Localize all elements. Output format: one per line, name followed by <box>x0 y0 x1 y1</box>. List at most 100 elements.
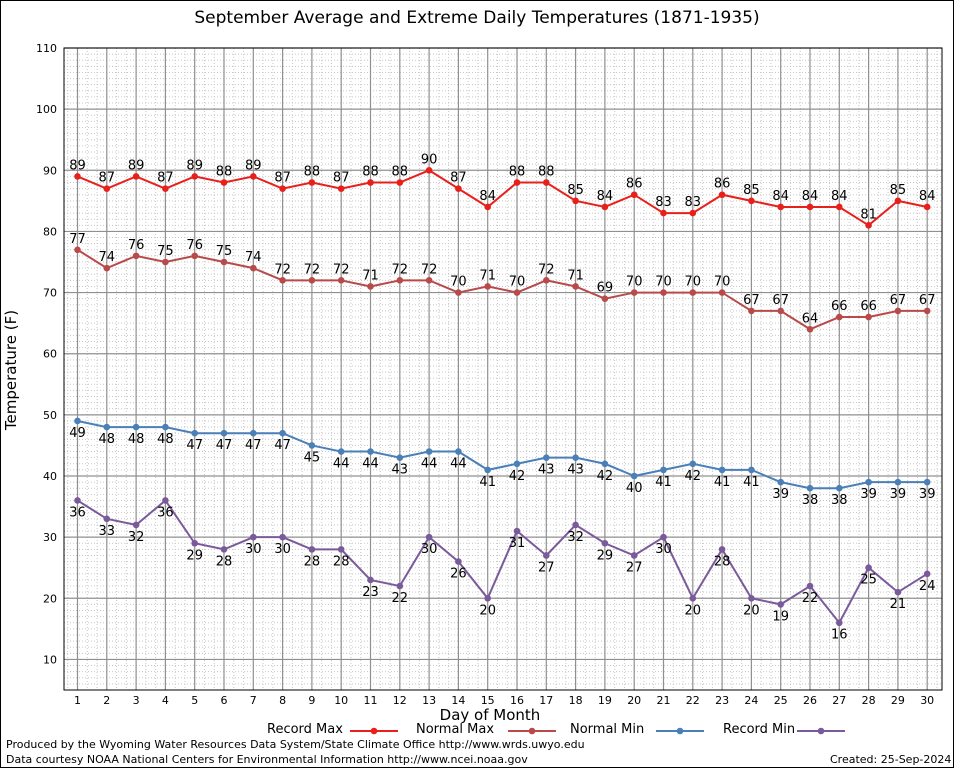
data-point <box>748 594 755 602</box>
data-point <box>777 601 784 608</box>
chart-title: September Average and Extreme Daily Temp… <box>194 8 760 28</box>
footer-data-courtesy: Data courtesy NOAA National Centers for … <box>6 753 528 766</box>
data-point <box>279 533 286 541</box>
data-label: 48 <box>99 432 116 447</box>
data-label: 81 <box>860 207 877 222</box>
data-point <box>894 588 902 596</box>
y-tick-label: 30 <box>43 531 57 544</box>
x-tick-label: 25 <box>774 694 788 707</box>
data-point <box>748 197 755 205</box>
data-label: 43 <box>392 463 409 478</box>
data-point <box>836 313 843 321</box>
data-point <box>777 478 784 486</box>
data-label: 71 <box>479 268 496 283</box>
x-axis-label: Day of Month <box>439 706 541 724</box>
data-label: 88 <box>304 165 321 180</box>
data-point <box>337 448 345 455</box>
data-point <box>865 564 872 572</box>
data-point <box>191 173 198 180</box>
data-label: 64 <box>802 311 819 326</box>
data-point <box>425 533 433 541</box>
data-point <box>923 307 931 315</box>
data-label: 30 <box>245 542 262 557</box>
data-label: 76 <box>186 238 203 253</box>
data-label: 38 <box>802 493 819 508</box>
data-label: 41 <box>714 475 731 490</box>
data-point <box>748 466 755 474</box>
data-point <box>367 448 374 455</box>
legend-label-normal-min: Normal Min <box>570 722 645 737</box>
data-point <box>337 185 345 192</box>
data-point <box>660 533 667 541</box>
data-point <box>572 197 579 205</box>
data-point <box>601 295 609 302</box>
data-point <box>923 203 931 211</box>
x-tick-label: 24 <box>744 694 758 707</box>
data-label: 31 <box>509 536 526 551</box>
data-point <box>455 289 462 296</box>
data-point <box>191 539 198 547</box>
data-point <box>777 307 784 315</box>
data-label: 72 <box>538 262 555 277</box>
x-tick-label: 10 <box>334 694 348 707</box>
data-point <box>806 484 814 492</box>
data-point <box>660 289 667 296</box>
series-normal-min: 49 48 48 48 47 47 47 47 45 44 44 43 44 44 41 42 43 43 42 40… <box>69 417 935 508</box>
data-point <box>191 429 198 437</box>
data-point <box>162 185 169 192</box>
data-label: 70 <box>685 275 702 290</box>
data-point <box>543 552 550 559</box>
data-label: 85 <box>567 183 584 198</box>
data-label: 28 <box>333 554 350 569</box>
data-label: 87 <box>274 171 291 186</box>
data-label: 23 <box>362 585 379 600</box>
data-point <box>396 454 404 461</box>
data-point <box>132 252 140 260</box>
data-label: 36 <box>69 505 86 520</box>
plot-border <box>63 47 943 691</box>
legend-swatch-marker <box>528 727 536 735</box>
data-point <box>630 289 638 296</box>
data-label: 87 <box>157 171 174 186</box>
data-label: 83 <box>655 195 672 210</box>
data-point <box>806 325 814 333</box>
data-label: 88 <box>362 165 379 180</box>
data-label: 24 <box>919 579 936 594</box>
x-tick-label: 5 <box>191 694 198 707</box>
data-point <box>425 166 433 174</box>
data-label: 84 <box>919 189 936 204</box>
data-point <box>572 521 579 529</box>
legend-swatch-marker <box>817 727 825 735</box>
data-point <box>162 423 169 431</box>
data-point <box>367 576 374 584</box>
data-point <box>836 203 843 211</box>
data-point <box>543 179 550 186</box>
data-label: 29 <box>597 548 614 563</box>
data-label: 84 <box>831 189 848 204</box>
data-label: 70 <box>450 275 467 290</box>
data-point <box>718 191 726 199</box>
x-tick-label: 20 <box>627 694 641 707</box>
x-tick-label: 29 <box>891 694 905 707</box>
data-label: 32 <box>128 530 145 545</box>
data-label: 89 <box>186 158 203 173</box>
data-point <box>601 203 609 211</box>
data-label: 89 <box>69 158 86 173</box>
data-point <box>455 558 462 565</box>
series-line <box>77 169 928 227</box>
data-point <box>396 179 404 186</box>
data-label: 89 <box>128 158 145 173</box>
data-point <box>484 203 492 211</box>
data-point <box>894 307 902 315</box>
data-label: 44 <box>421 457 438 472</box>
data-point <box>103 423 111 431</box>
data-label: 84 <box>802 189 819 204</box>
data-label: 70 <box>509 275 526 290</box>
series-normal-max: 77 74 76 75 76 75 74 72 72 72 71 72 72 70 71 70 72 71 69 70… <box>69 232 935 333</box>
x-tick-label: 12 <box>393 694 407 707</box>
data-label: 36 <box>157 505 174 520</box>
data-point <box>455 448 462 455</box>
data-label: 75 <box>216 244 233 259</box>
data-point <box>718 546 726 553</box>
data-label: 70 <box>626 275 643 290</box>
